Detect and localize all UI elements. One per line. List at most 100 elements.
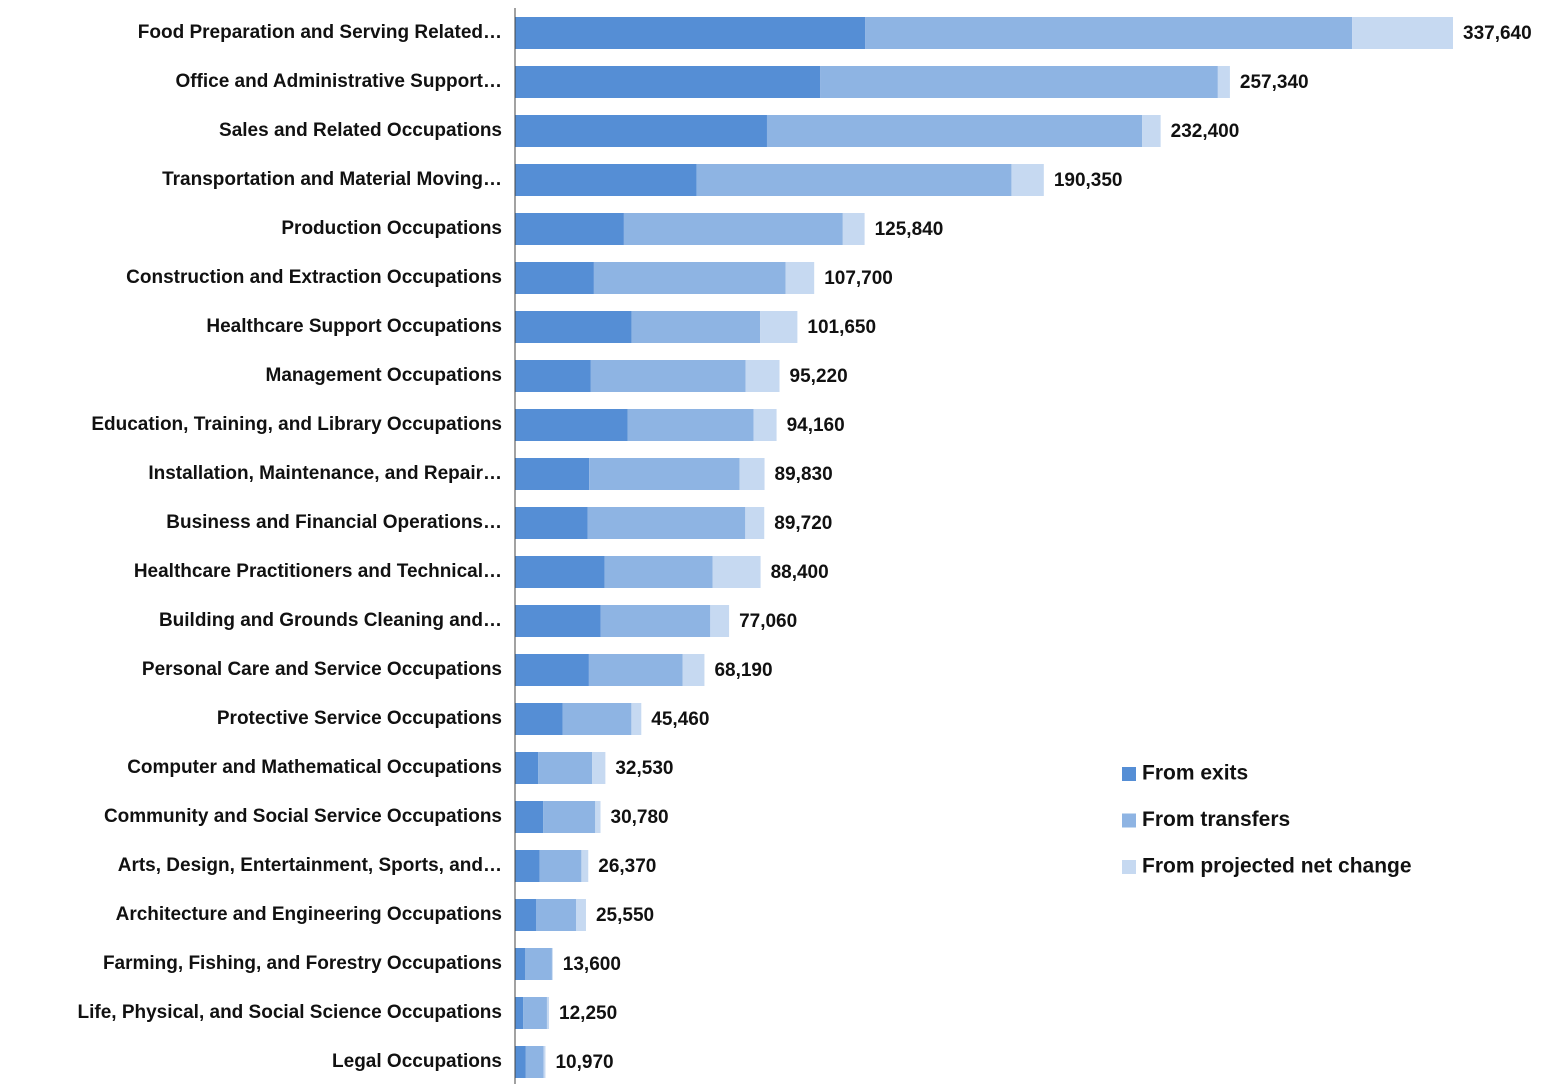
total-label: 232,400: [1171, 121, 1240, 142]
total-label: 13,600: [563, 954, 621, 975]
bar-segment: [515, 899, 537, 931]
bar-segment: [515, 605, 601, 637]
bar-segment: [576, 899, 586, 931]
total-label: 88,400: [771, 562, 829, 583]
category-label: Healthcare Support Occupations: [206, 316, 502, 337]
bar-segment: [551, 948, 553, 980]
category-label: Education, Training, and Library Occupat…: [91, 414, 502, 435]
category-label: Computer and Mathematical Occupations: [127, 757, 502, 778]
total-label: 10,970: [555, 1052, 613, 1073]
total-label: 337,640: [1463, 23, 1532, 44]
bar-segment: [515, 703, 563, 735]
bar-segment: [515, 997, 524, 1029]
total-label: 89,720: [774, 513, 832, 534]
legend-label: From projected net change: [1142, 855, 1412, 878]
legend-swatch: [1122, 767, 1136, 781]
legend-swatch: [1122, 860, 1136, 874]
total-label: 95,220: [790, 366, 848, 387]
bar-segment: [593, 262, 786, 294]
bar-segment: [842, 213, 865, 245]
bar-segment: [753, 409, 777, 441]
bar-segment: [515, 66, 821, 98]
category-label: Production Occupations: [281, 218, 502, 239]
legend-label: From exits: [1142, 762, 1248, 785]
bar-segment: [604, 556, 713, 588]
bar-segment: [592, 752, 606, 784]
bar-segment: [696, 164, 1012, 196]
bar-segment: [745, 507, 765, 539]
bar-segment: [820, 66, 1218, 98]
category-label: Life, Physical, and Social Science Occup…: [78, 1002, 503, 1023]
category-label: Healthcare Practitioners and Technical…: [134, 561, 502, 582]
total-label: 45,460: [651, 709, 709, 730]
bar-segment: [595, 801, 601, 833]
bar-segment: [525, 1046, 544, 1078]
category-label: Legal Occupations: [332, 1051, 502, 1072]
bar-segment: [631, 703, 642, 735]
category-label: Office and Administrative Support…: [175, 71, 502, 92]
legend-label: From transfers: [1142, 808, 1290, 831]
bar-segment: [515, 1046, 526, 1078]
bar-segment: [785, 262, 815, 294]
bar-segment: [515, 948, 526, 980]
bar-segment: [1011, 164, 1044, 196]
bar-segment: [538, 752, 593, 784]
bar-segment: [865, 17, 1353, 49]
bar-segment: [627, 409, 754, 441]
bar-segment: [539, 850, 582, 882]
total-label: 125,840: [875, 219, 944, 240]
bar-segment: [682, 654, 705, 686]
bar-segment: [712, 556, 761, 588]
total-label: 89,830: [775, 464, 833, 485]
total-label: 107,700: [824, 268, 893, 289]
bar-segment: [739, 458, 765, 490]
category-label: Food Preparation and Serving Related…: [138, 22, 502, 43]
category-label: Business and Financial Operations…: [166, 512, 502, 533]
bar-segment: [515, 311, 632, 343]
category-label: Construction and Extraction Occupations: [126, 267, 502, 288]
bar-segment: [515, 654, 589, 686]
total-label: 30,780: [611, 807, 669, 828]
category-label: Arts, Design, Entertainment, Sports, and…: [118, 855, 502, 876]
category-label: Building and Grounds Cleaning and…: [159, 610, 502, 631]
total-label: 68,190: [714, 660, 772, 681]
category-label: Personal Care and Service Occupations: [142, 659, 502, 680]
category-label: Transportation and Material Moving…: [162, 169, 502, 190]
total-label: 12,250: [559, 1003, 617, 1024]
bar-segment: [590, 360, 746, 392]
bar-segment: [515, 213, 624, 245]
total-label: 32,530: [615, 758, 673, 779]
bar-segment: [766, 115, 1143, 147]
bar-segment: [515, 164, 697, 196]
bar-segment: [588, 654, 683, 686]
category-label: Installation, Maintenance, and Repair…: [148, 463, 502, 484]
bar-segment: [1142, 115, 1161, 147]
bar-segment: [710, 605, 730, 637]
bar-segment: [589, 458, 740, 490]
bar-segment: [525, 948, 552, 980]
bar-segment: [515, 752, 539, 784]
bar-segment: [515, 458, 590, 490]
bar-segment: [515, 262, 594, 294]
bar-segment: [600, 605, 711, 637]
bar-segment: [745, 360, 780, 392]
bar-segment: [631, 311, 761, 343]
bar-segment: [515, 507, 588, 539]
total-label: 257,340: [1240, 72, 1309, 93]
category-label: Sales and Related Occupations: [219, 120, 502, 141]
category-label: Farming, Fishing, and Forestry Occupatio…: [103, 953, 502, 974]
total-label: 190,350: [1054, 170, 1123, 191]
bar-segment: [515, 115, 767, 147]
category-label: Management Occupations: [266, 365, 503, 386]
bar-segment: [515, 409, 628, 441]
bar-segment: [1217, 66, 1230, 98]
bar-segment: [515, 17, 866, 49]
bar-segment: [546, 997, 550, 1029]
total-label: 94,160: [787, 415, 845, 436]
bar-segment: [515, 556, 605, 588]
total-label: 101,650: [807, 317, 876, 338]
total-label: 26,370: [598, 856, 656, 877]
bar-segment: [515, 360, 591, 392]
bar-segment: [581, 850, 589, 882]
